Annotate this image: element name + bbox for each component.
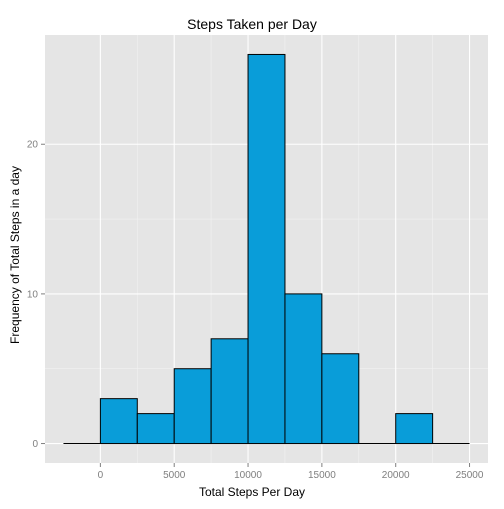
x-tick-label: 0: [98, 470, 104, 481]
histogram-bar: [210, 338, 249, 445]
y-tick-label: 20: [27, 140, 39, 151]
x-tick-label: 5000: [163, 470, 186, 481]
histogram-bar: [284, 293, 323, 445]
x-tick-label: 15000: [308, 470, 336, 481]
y-tick-label: 0: [32, 439, 38, 450]
histogram-bar: [395, 413, 434, 445]
y-axis-label: Frequency of Total Steps in a day: [8, 166, 22, 344]
histogram-bar: [136, 413, 175, 445]
y-tick-label: 10: [27, 289, 39, 300]
x-axis-label: Total Steps Per Day: [199, 485, 305, 499]
x-tick-label: 25000: [456, 470, 484, 481]
histogram-bar: [173, 368, 212, 445]
histogram-bar: [99, 398, 138, 445]
histogram-bars: [63, 53, 470, 445]
x-axis-ticks: 0 5000 10000 15000 20000 25000: [98, 463, 484, 481]
histogram-bar: [247, 53, 286, 445]
x-tick-label: 10000: [234, 470, 262, 481]
y-axis-ticks: 0 10 20: [27, 140, 45, 450]
chart-title: Steps Taken per Day: [187, 16, 317, 32]
x-tick-label: 20000: [382, 470, 410, 481]
histogram-bar: [321, 353, 360, 445]
